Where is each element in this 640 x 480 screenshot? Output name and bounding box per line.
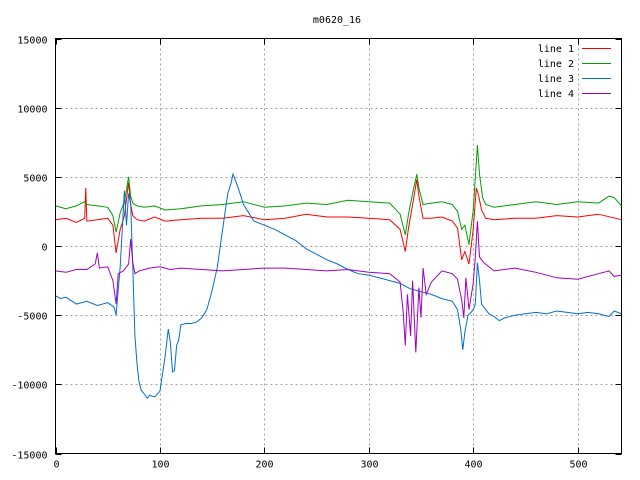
series-line-1 — [55, 179, 622, 265]
series-line-4 — [55, 221, 622, 353]
x-tick-label: 300 — [360, 460, 378, 471]
x-tick-label: 100 — [151, 460, 169, 471]
legend-label: line 1 — [538, 44, 574, 55]
y-tick-label: -5000 — [17, 312, 47, 323]
x-tick-label: 400 — [464, 460, 482, 471]
chart-title: m0620_16 — [313, 15, 361, 26]
x-tick-label: 200 — [255, 460, 273, 471]
y-tick-label: -10000 — [11, 381, 47, 392]
y-tick-label: 10000 — [17, 105, 47, 116]
series-group — [55, 144, 622, 400]
series-line-3 — [55, 172, 622, 400]
y-tick-label: 5000 — [23, 174, 47, 185]
legend-label: line 2 — [538, 59, 574, 70]
series-line-2 — [55, 144, 622, 245]
legend: line 1 line 2 line 3 line 4 — [538, 44, 611, 100]
y-tick-label: -15000 — [11, 451, 47, 462]
y-tick-label: 15000 — [17, 36, 47, 47]
legend-label: line 4 — [538, 89, 574, 100]
x-tick-label: 500 — [569, 460, 587, 471]
x-tick-label: 0 — [53, 460, 59, 471]
y-tick-label: 0 — [41, 243, 47, 254]
grid — [55, 38, 622, 454]
axis-ticks: 0 100 200 300 400 500 -15000 -10000 -5000 0 5000 10… — [11, 36, 622, 471]
legend-label: line 3 — [538, 74, 574, 85]
